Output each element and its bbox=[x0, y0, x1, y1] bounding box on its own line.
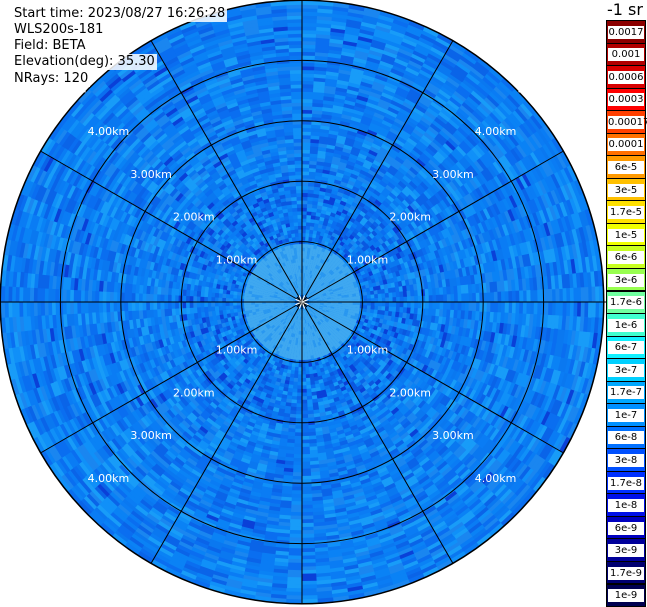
azimuth-spoke-300 bbox=[40, 150, 303, 303]
legend-label: 6e-5 bbox=[608, 160, 644, 174]
legend-unit: -1 sr bbox=[607, 0, 643, 19]
legend-swatch: 1.7e-7 bbox=[606, 380, 646, 405]
legend-swatch: 6e-9 bbox=[606, 515, 646, 540]
ring-label-1km-q2: 1.00km bbox=[216, 344, 258, 357]
legend-label: 0.00017 bbox=[608, 115, 647, 129]
legend-label: 6e-6 bbox=[608, 251, 644, 265]
legend-swatch: 0.00017 bbox=[606, 110, 647, 134]
ring-label-5km-q3: 5.00km bbox=[518, 515, 560, 528]
legend-label: 3e-8 bbox=[608, 453, 644, 467]
legend-swatch: 1e-8 bbox=[606, 493, 646, 517]
ring-label-4km-q2: 4.00km bbox=[88, 472, 130, 485]
azimuth-spoke-30 bbox=[301, 40, 454, 303]
range-ring-grid bbox=[0, 0, 606, 605]
legend-swatch: 3e-9 bbox=[606, 538, 646, 562]
legend-swatch: 1e-7 bbox=[606, 403, 646, 427]
legend-swatch: 3e-7 bbox=[606, 358, 646, 382]
range-ring-labels: 1.00km 1.00km 1.00km 1.00km 2.00km 2.00km 2.00… bbox=[45, 83, 559, 528]
legend-swatch: 6e-5 bbox=[606, 155, 646, 179]
legend-label: 0.0003 bbox=[608, 93, 644, 107]
ring-label-3km-q0: 3.00km bbox=[130, 168, 172, 181]
ring-label-5km-q1: 5.00km bbox=[518, 83, 560, 96]
azimuth-spoke-120 bbox=[301, 301, 564, 454]
legend-label: 6e-9 bbox=[608, 521, 644, 535]
ring-label-1km-q0: 1.00km bbox=[216, 253, 258, 266]
legend-label: 0.0006 bbox=[608, 70, 644, 84]
start-time: Start time: 2023/08/27 16:26:28 bbox=[12, 6, 228, 22]
legend-label: 3e-5 bbox=[608, 183, 644, 197]
ring-label-5km-q2: 5.00km bbox=[45, 515, 87, 528]
legend-swatch: 0.0001 bbox=[606, 132, 646, 157]
center-marker-ray bbox=[301, 298, 309, 303]
ring-label-2km-q3: 2.00km bbox=[389, 386, 431, 399]
legend-label: 0.0001 bbox=[608, 138, 644, 152]
legend-label: 6e-8 bbox=[608, 431, 644, 445]
legend-label: 0.0017 bbox=[608, 25, 644, 39]
legend-swatch: 1e-9 bbox=[606, 583, 646, 607]
legend-swatch: 0.0006 bbox=[606, 65, 646, 89]
legend-label: 1e-5 bbox=[608, 228, 644, 242]
ring-label-3km-q1: 3.00km bbox=[432, 168, 474, 181]
elevation: Elevation(deg): 35.30 bbox=[12, 54, 157, 70]
legend-swatch: 0.001 bbox=[606, 42, 646, 66]
legend-label: 1e-6 bbox=[608, 318, 644, 332]
ring-label-4km-q1: 4.00km bbox=[475, 125, 517, 138]
legend-swatch: 3e-5 bbox=[606, 177, 646, 202]
ring-label-2km-q2: 2.00km bbox=[173, 386, 215, 399]
ring-label-4km-q3: 4.00km bbox=[475, 472, 517, 485]
legend-swatch: 1.7e-5 bbox=[606, 200, 646, 224]
legend-swatch: 0.0017 bbox=[606, 20, 646, 44]
legend-label: 1.7e-7 bbox=[608, 386, 644, 400]
legend-swatch: 1.7e-8 bbox=[606, 470, 646, 495]
legend-swatch: 3e-6 bbox=[606, 267, 646, 292]
legend-label: 1.7e-6 bbox=[608, 296, 644, 310]
legend-swatch: 6e-8 bbox=[606, 425, 646, 450]
ring-label-3km-q3: 3.00km bbox=[432, 429, 474, 442]
legend-swatch: 6e-7 bbox=[606, 335, 646, 359]
instrument-name: WLS200s-181 bbox=[12, 22, 106, 38]
ring-label-4km-q0: 4.00km bbox=[88, 125, 130, 138]
legend-swatch: 1.7e-6 bbox=[606, 290, 646, 314]
legend-label: 0.001 bbox=[608, 48, 644, 62]
legend-label: 3e-7 bbox=[608, 363, 644, 377]
legend-label: 3e-6 bbox=[608, 273, 644, 287]
legend-swatch: 6e-6 bbox=[606, 245, 646, 269]
legend-label: 1.7e-9 bbox=[608, 566, 644, 580]
legend-swatch: 1.7e-9 bbox=[606, 560, 646, 585]
legend-swatch: 3e-8 bbox=[606, 448, 646, 472]
legend-swatch: 0.0003 bbox=[606, 87, 646, 112]
ppi-plot: 1.00km 1.00km 1.00km 1.00km 2.00km 2.00km 2.00… bbox=[0, 0, 606, 605]
ring-label-2km-q1: 2.00km bbox=[389, 211, 431, 224]
ring-label-3km-q2: 3.00km bbox=[130, 429, 172, 442]
legend-swatch: 1e-6 bbox=[606, 313, 646, 337]
azimuth-spoke-330 bbox=[150, 40, 303, 303]
azimuth-spoke-150 bbox=[301, 301, 454, 564]
legend-label: 3e-9 bbox=[608, 544, 644, 558]
legend-label: 1.7e-8 bbox=[608, 476, 644, 490]
nrays: NRays: 120 bbox=[12, 71, 91, 87]
legend-label: 1.7e-5 bbox=[608, 206, 644, 220]
azimuth-spoke-210 bbox=[150, 301, 303, 564]
legend-swatch: 1e-5 bbox=[606, 222, 646, 247]
color-legend: 0.0017 0.001 0.0006 0.0003 0.00017 0.0001 6e-5… bbox=[606, 20, 647, 607]
legend-label: 1e-8 bbox=[608, 499, 644, 513]
ring-label-1km-q1: 1.00km bbox=[347, 253, 389, 266]
legend-label: 1e-9 bbox=[608, 589, 644, 603]
ring-label-2km-q0: 2.00km bbox=[173, 211, 215, 224]
ring-label-1km-q3: 1.00km bbox=[347, 344, 389, 357]
azimuth-spoke-240 bbox=[40, 301, 303, 454]
legend-label: 1e-7 bbox=[608, 408, 644, 422]
field-name: Field: BETA bbox=[12, 38, 88, 54]
legend-label: 6e-7 bbox=[608, 341, 644, 355]
beta-field-disc bbox=[0, 0, 604, 604]
azimuth-spoke-60 bbox=[301, 150, 564, 303]
